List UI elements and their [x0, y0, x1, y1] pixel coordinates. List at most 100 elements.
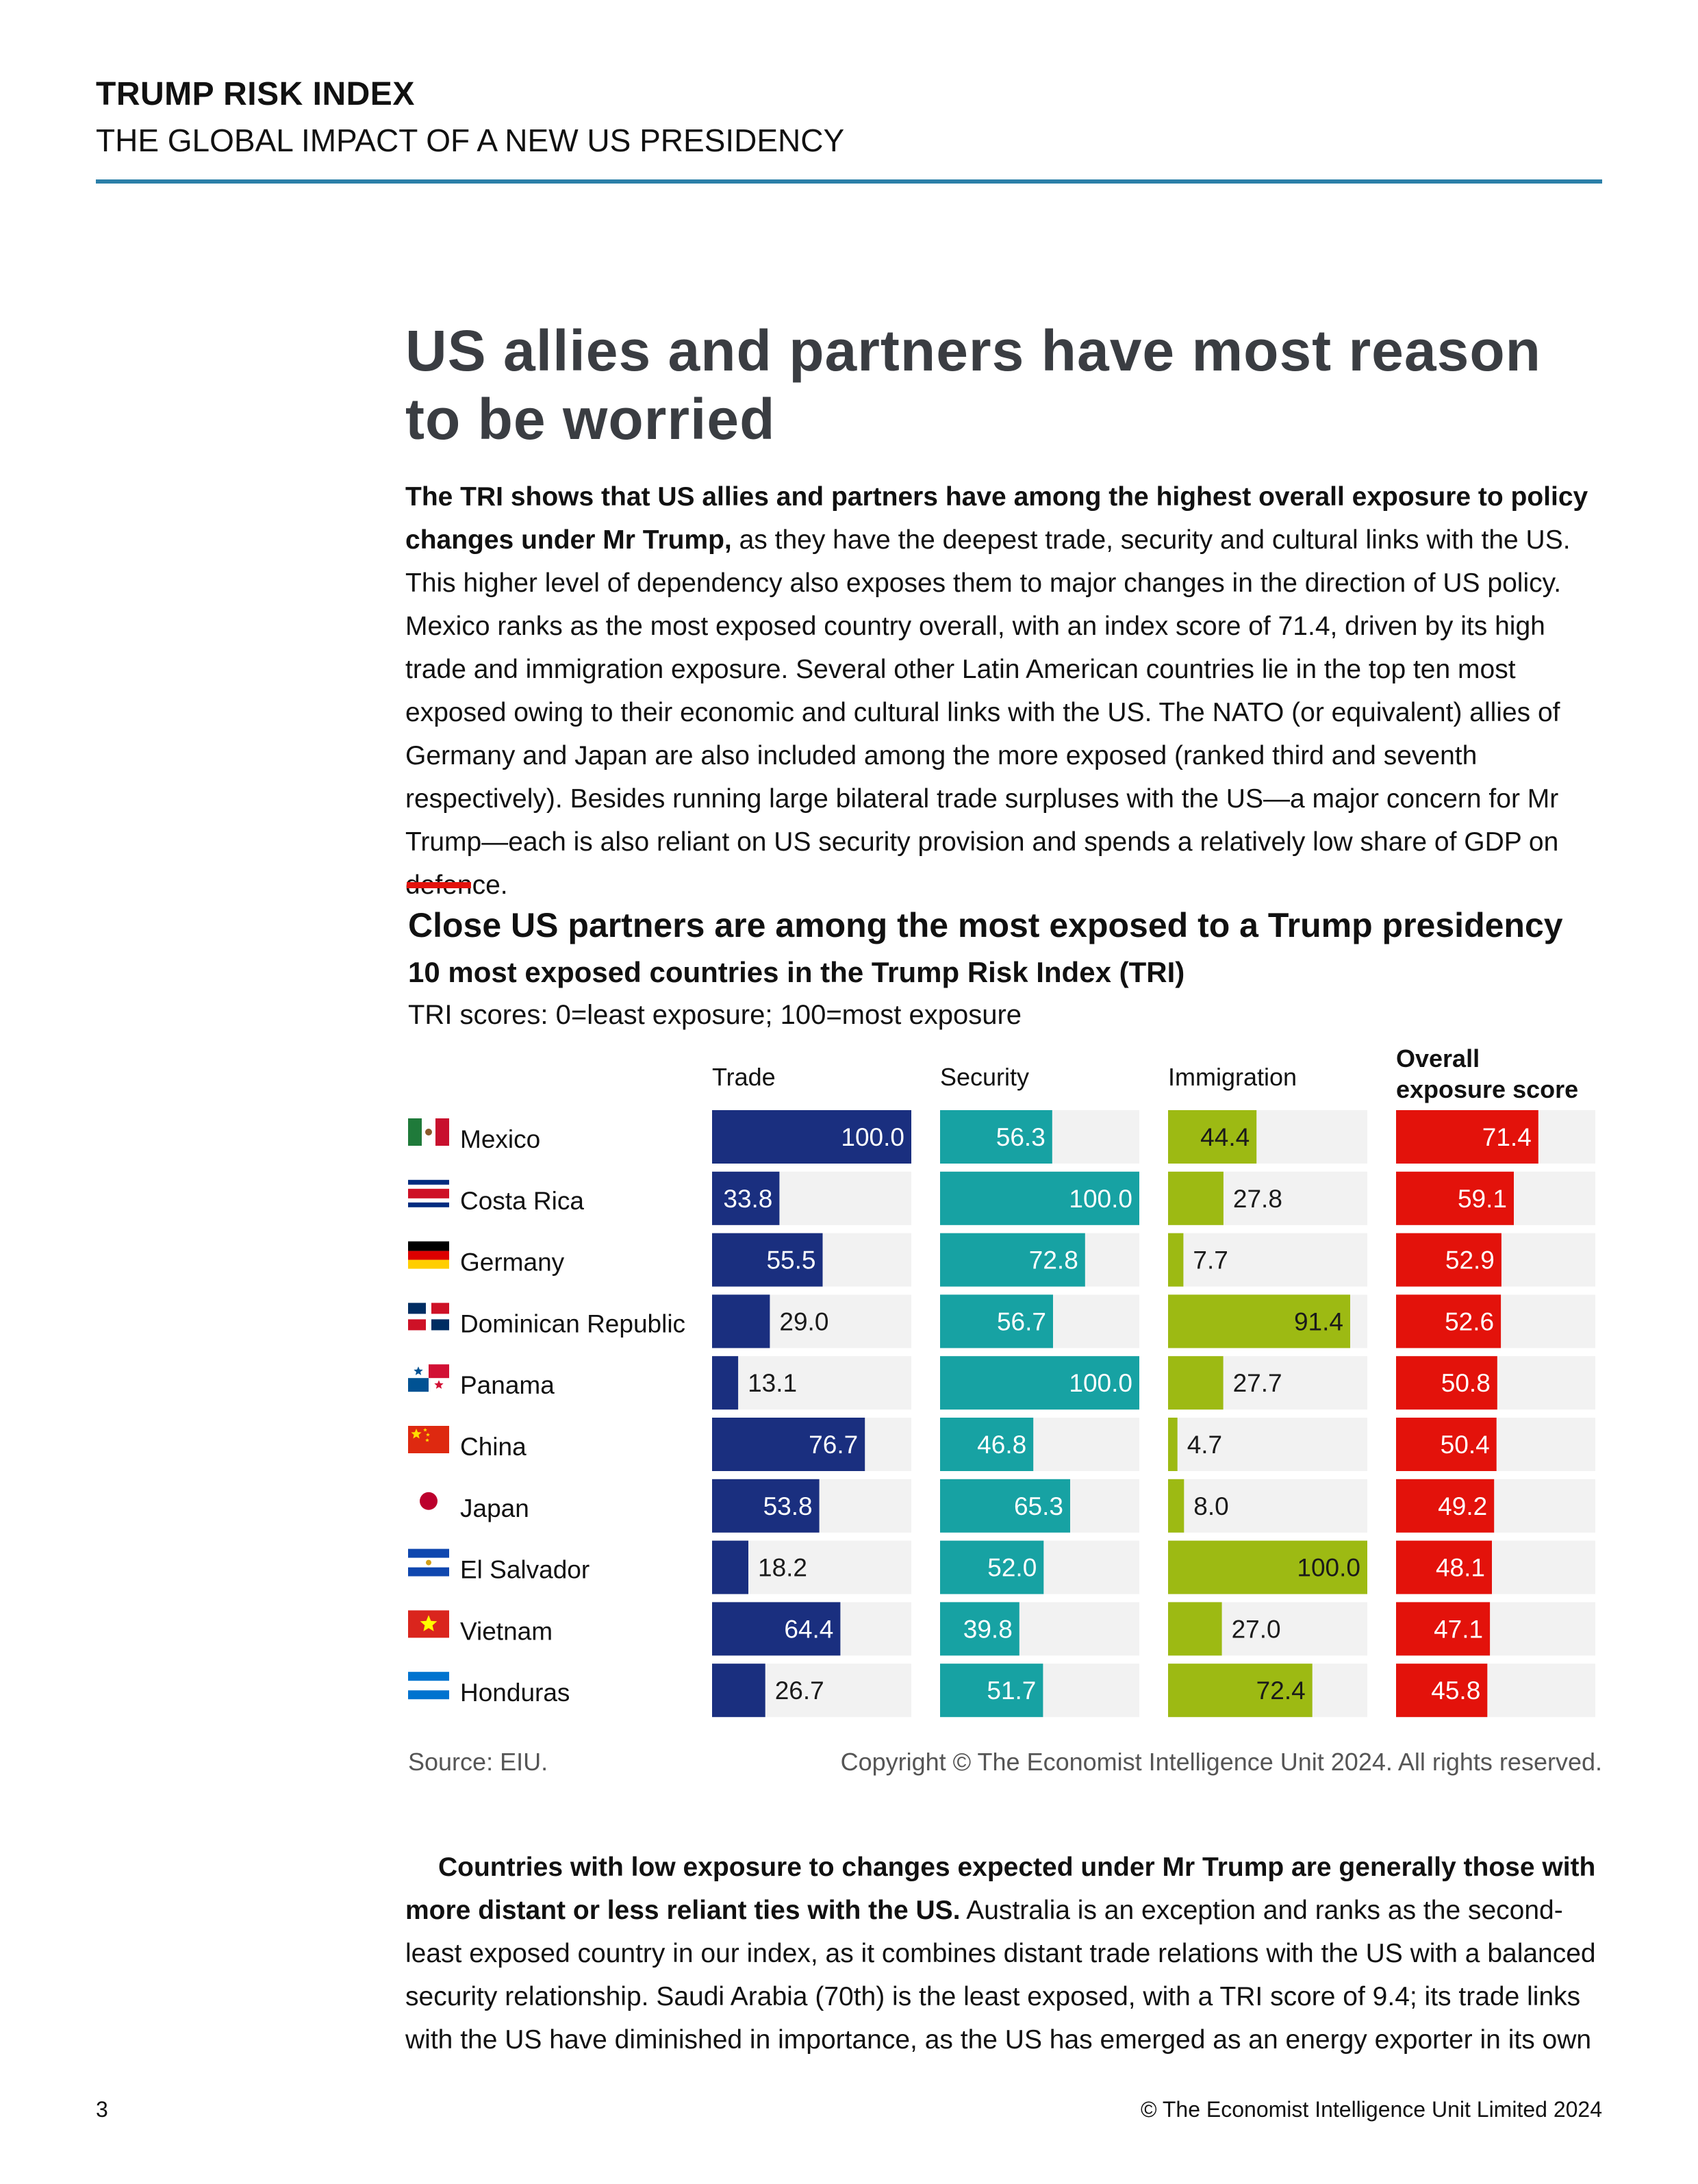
data-label: 27.8: [1233, 1185, 1282, 1213]
bar-immigration: [1168, 1110, 1257, 1164]
data-label: 47.1: [1434, 1615, 1483, 1643]
bar-immigration: [1168, 1294, 1350, 1348]
bar-trade: [712, 1110, 911, 1164]
country-label: Honduras: [460, 1679, 570, 1707]
bar-overall-exposure-score: [1396, 1540, 1492, 1594]
data-label: 100.0: [1069, 1185, 1132, 1213]
bar-overall-exposure-score: [1396, 1294, 1501, 1348]
bar-security: [940, 1171, 1139, 1225]
data-label: 52.6: [1445, 1307, 1494, 1335]
bar-overall-exposure-score: [1396, 1110, 1538, 1164]
chart-subtitle: 10 most exposed countries in the Trump R…: [408, 956, 1185, 988]
bar-trade: [712, 1233, 823, 1287]
honduras-flag-icon: [408, 1672, 449, 1700]
column-header-trade: Trade: [712, 1063, 776, 1091]
data-label: 44.4: [1200, 1123, 1250, 1151]
dominican-republic-flag-icon: [408, 1303, 449, 1331]
bar-immigration: [1168, 1479, 1184, 1533]
bar-overall-exposure-score: [1396, 1171, 1514, 1225]
bar-overall-exposure-score: [1396, 1602, 1491, 1656]
data-label: 72.8: [1029, 1246, 1078, 1275]
bar-overall-exposure-score: [1396, 1664, 1488, 1718]
data-label: 8.0: [1193, 1492, 1228, 1520]
chart-copyright: Copyright © The Economist Intelligence U…: [840, 1748, 1602, 1776]
bar-trade: [712, 1540, 748, 1594]
data-label: 91.4: [1294, 1307, 1343, 1335]
country-label: Costa Rica: [460, 1187, 584, 1215]
bar-overall-exposure-score: [1396, 1356, 1497, 1410]
data-label: 52.9: [1445, 1246, 1495, 1275]
data-label: 26.7: [775, 1677, 824, 1705]
bar-trade: [712, 1602, 841, 1656]
data-label: 50.8: [1441, 1369, 1491, 1397]
el-salvador-flag-icon: [408, 1548, 449, 1577]
data-label: 46.8: [977, 1431, 1026, 1459]
data-label: 51.7: [987, 1677, 1036, 1705]
data-label: 18.2: [758, 1554, 807, 1582]
second-paragraph: Countries with low exposure to changes e…: [405, 1846, 1610, 2061]
germany-flag-icon: [408, 1241, 449, 1269]
panama-flag-icon: [408, 1364, 449, 1392]
data-label: 29.0: [779, 1307, 828, 1335]
bar-security: [940, 1110, 1052, 1164]
column-header-immigration: Immigration: [1168, 1063, 1297, 1091]
bar-trade: [712, 1479, 820, 1533]
costa-rica-flag-icon: [408, 1179, 449, 1207]
data-label: 56.3: [996, 1123, 1046, 1151]
bar-security: [940, 1479, 1070, 1533]
country-label: Germany: [460, 1248, 565, 1277]
bar-immigration: [1168, 1356, 1224, 1410]
bar-immigration: [1168, 1602, 1222, 1656]
data-label: 39.8: [963, 1615, 1013, 1643]
bar-security: [940, 1418, 1034, 1471]
japan-flag-icon: [420, 1492, 438, 1510]
bar-trade: [712, 1356, 739, 1410]
country-label: El Salvador: [460, 1556, 590, 1584]
bar-track: [712, 1356, 911, 1410]
data-label: 7.7: [1193, 1246, 1228, 1275]
data-label: 76.7: [809, 1431, 858, 1459]
bar-immigration: [1168, 1540, 1367, 1594]
chart-source: Source: EIU.: [408, 1748, 548, 1776]
second-body-text: Australia is an exception and ranks as t…: [405, 1896, 1596, 2055]
bar-security: [940, 1602, 1019, 1656]
country-label: Mexico: [460, 1125, 540, 1153]
country-label: Dominican Republic: [460, 1309, 685, 1338]
data-label: 27.0: [1232, 1615, 1281, 1643]
vietnam-flag-icon: [408, 1610, 449, 1638]
country-label: China: [460, 1433, 527, 1461]
data-label: 100.0: [1297, 1554, 1360, 1582]
intro-paragraph: The TRI shows that US allies and partner…: [405, 475, 1610, 907]
mexico-flag-icon: [408, 1118, 449, 1146]
page-number: 3: [96, 2097, 108, 2122]
country-label: Panama: [460, 1371, 555, 1399]
column-header-security: Security: [940, 1063, 1029, 1091]
bar-overall-exposure-score: [1396, 1233, 1501, 1287]
data-label: 48.1: [1436, 1554, 1485, 1582]
chart-note: TRI scores: 0=least exposure; 100=most e…: [408, 1000, 1022, 1030]
bar-track: [1168, 1479, 1367, 1533]
bar-security: [940, 1294, 1053, 1348]
header-divider: [96, 179, 1602, 184]
country-label: Vietnam: [460, 1617, 553, 1645]
column-header-overall-line1: Overall: [1396, 1044, 1480, 1072]
bar-track: [1168, 1233, 1367, 1287]
data-label: 45.8: [1431, 1677, 1480, 1705]
data-label: 53.8: [763, 1492, 813, 1520]
bar-immigration: [1168, 1418, 1178, 1471]
bar-track: [1168, 1418, 1367, 1471]
data-label: 55.5: [766, 1246, 815, 1275]
report-subtitle: THE GLOBAL IMPACT OF A NEW US PRESIDENCY: [96, 123, 845, 158]
bar-security: [940, 1540, 1044, 1594]
country-label: Japan: [460, 1494, 529, 1522]
intro-bold-lead: The TRI shows that US allies and partner…: [405, 482, 1588, 555]
data-label: 52.0: [987, 1554, 1037, 1582]
bar-security: [940, 1233, 1085, 1287]
column-header-overall-line2: exposure score: [1396, 1075, 1578, 1103]
report-title: TRUMP RISK INDEX: [96, 76, 415, 112]
bar-security: [940, 1664, 1043, 1718]
data-label: 72.4: [1256, 1677, 1306, 1705]
bar-immigration: [1168, 1664, 1313, 1718]
bar-trade: [712, 1664, 765, 1718]
